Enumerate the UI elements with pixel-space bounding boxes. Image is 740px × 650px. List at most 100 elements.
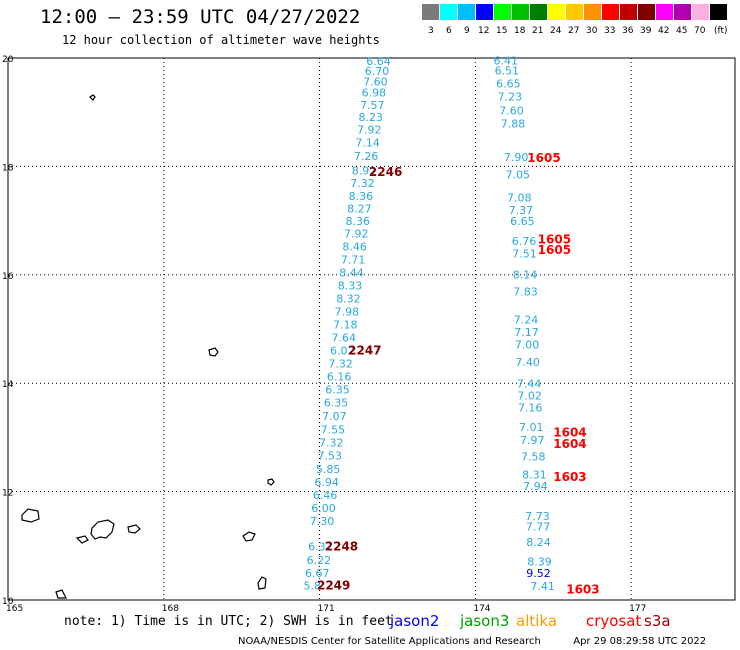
wave-height-value: 5.85	[316, 463, 341, 476]
wave-height-value: 7.23	[498, 90, 522, 103]
track-time-label: 1603	[553, 470, 586, 484]
satellite-legend-jason2: jason2	[390, 612, 440, 630]
satellite-legend-cryosat: cryosat	[586, 612, 642, 630]
legend-label: 24	[550, 26, 562, 36]
generated-timestamp: Apr 29 08:29:58 UTC 2022	[573, 636, 707, 647]
wave-height-value: 7.16	[518, 401, 543, 414]
legend-label: 12	[478, 26, 490, 36]
wave-height-value: 7.64	[332, 331, 357, 344]
lat-tick-label: 18	[2, 163, 14, 173]
wave-height-value: 7.01	[519, 421, 544, 434]
wave-height-value: 7.37	[509, 204, 534, 217]
lon-tick-label: 177	[629, 604, 646, 614]
wave-height-value: 8.24	[526, 536, 551, 549]
wave-height-value: 6.02	[330, 344, 355, 357]
wave-height-value: 6.64	[366, 55, 391, 68]
track-time-label: 1604	[553, 425, 586, 439]
legend-swatch	[602, 4, 619, 20]
legend-label: 6	[446, 26, 452, 36]
island-outline	[257, 576, 267, 590]
legend-swatch	[638, 4, 655, 20]
island-outline	[21, 508, 40, 523]
wave-height-value: 7.08	[507, 192, 532, 205]
wave-height-value: 7.90	[504, 151, 529, 164]
wave-height-value: 7.94	[523, 480, 548, 493]
lon-tick-label: 165	[6, 604, 23, 614]
legend-label: 36	[622, 26, 634, 36]
legend-swatch	[566, 4, 583, 20]
wave-height-value: 7.44	[517, 378, 542, 391]
wave-height-value: 6.46	[313, 489, 338, 502]
wave-height-value: 6.35	[324, 397, 349, 410]
wave-height-value: 6.51	[495, 64, 519, 77]
wave-height-value: 6.00	[311, 502, 336, 515]
satellite-legend-s3a: s3a	[644, 612, 671, 630]
legend-label: 33	[604, 26, 616, 36]
island-outline	[127, 524, 141, 534]
legend-swatch	[422, 4, 439, 20]
legend-swatch	[620, 4, 637, 20]
legend-swatch	[458, 4, 475, 20]
wave-height-value: 7.41	[530, 580, 555, 593]
legend-label: 70	[694, 26, 706, 36]
footer-note: note: 1) Time is in UTC; 2) SWH is in fe…	[64, 614, 393, 629]
island-outline	[267, 478, 275, 486]
legend-swatch	[530, 4, 547, 20]
island-outline	[55, 589, 67, 599]
wave-height-value: 7.55	[321, 424, 346, 437]
track-time-label: 1604	[553, 437, 586, 451]
legend-swatch	[440, 4, 457, 20]
legend-swatch	[476, 4, 493, 20]
wave-height-value: 8.36	[346, 215, 371, 228]
wave-height-value: 6.70	[365, 65, 390, 78]
legend-swatch	[710, 4, 727, 20]
wave-height-value: 7.26	[354, 150, 379, 163]
wave-height-value: 6.37	[308, 541, 333, 554]
wave-height-value: 6.67	[305, 567, 330, 580]
wave-height-value: 6.76	[512, 235, 537, 248]
lat-tick-label: 14	[2, 380, 14, 390]
wave-height-value: 7.97	[520, 434, 545, 447]
legend-swatch	[584, 4, 601, 20]
wave-height-value: 7.07	[322, 410, 347, 423]
wave-height-value: 7.71	[341, 253, 366, 266]
wave-height-value: 8.36	[349, 190, 374, 203]
island-outline	[242, 531, 256, 542]
legend-swatch	[548, 4, 565, 20]
wave-height-value: 5.8	[303, 580, 321, 593]
legend-unit: (ft)	[714, 26, 728, 36]
wave-height-value: 7.57	[360, 99, 385, 112]
wave-height-value: 7.00	[515, 339, 540, 352]
island-outline	[89, 94, 96, 101]
lon-tick-label: 168	[162, 604, 179, 614]
lon-tick-label: 174	[473, 604, 490, 614]
wave-height-value: 8.32	[336, 292, 361, 305]
lon-tick-label: 171	[318, 604, 335, 614]
credit-text: NOAA/NESDIS Center for Satellite Applica…	[238, 636, 541, 647]
satellite-legend-jason3: jason3	[460, 612, 510, 630]
legend-label: 21	[532, 26, 544, 36]
wave-height-value: 7.32	[350, 177, 375, 190]
legend-label: 3	[428, 26, 434, 36]
legend-label: 18	[514, 26, 526, 36]
wave-height-value: 7.98	[335, 305, 360, 318]
wave-height-value: 7.88	[501, 117, 525, 130]
track-time-label: 2247	[348, 343, 381, 357]
footer-credit: NOAA/NESDIS Center for Satellite Applica…	[238, 636, 706, 647]
track-time-label: 2248	[325, 540, 358, 554]
wave-height-value: 7.14	[355, 136, 380, 149]
wave-height-value: 8.27	[347, 202, 372, 215]
legend-swatch	[656, 4, 673, 20]
map-subtitle: 12 hour collection of altimeter wave hei…	[62, 33, 380, 47]
wave-height-value: 8.33	[338, 279, 363, 292]
wave-height-value: 7.83	[513, 285, 538, 298]
legend-label: 15	[496, 26, 508, 36]
track-time-label: 2246	[369, 165, 402, 179]
lat-tick-label: 10	[2, 597, 14, 607]
wave-height-value: 9.52	[526, 567, 551, 580]
wave-height-value: 7.24	[514, 314, 539, 327]
wave-height-value: 6.65	[496, 77, 520, 90]
legend-label: 45	[676, 26, 688, 36]
track-time-label: 1605	[538, 232, 571, 246]
